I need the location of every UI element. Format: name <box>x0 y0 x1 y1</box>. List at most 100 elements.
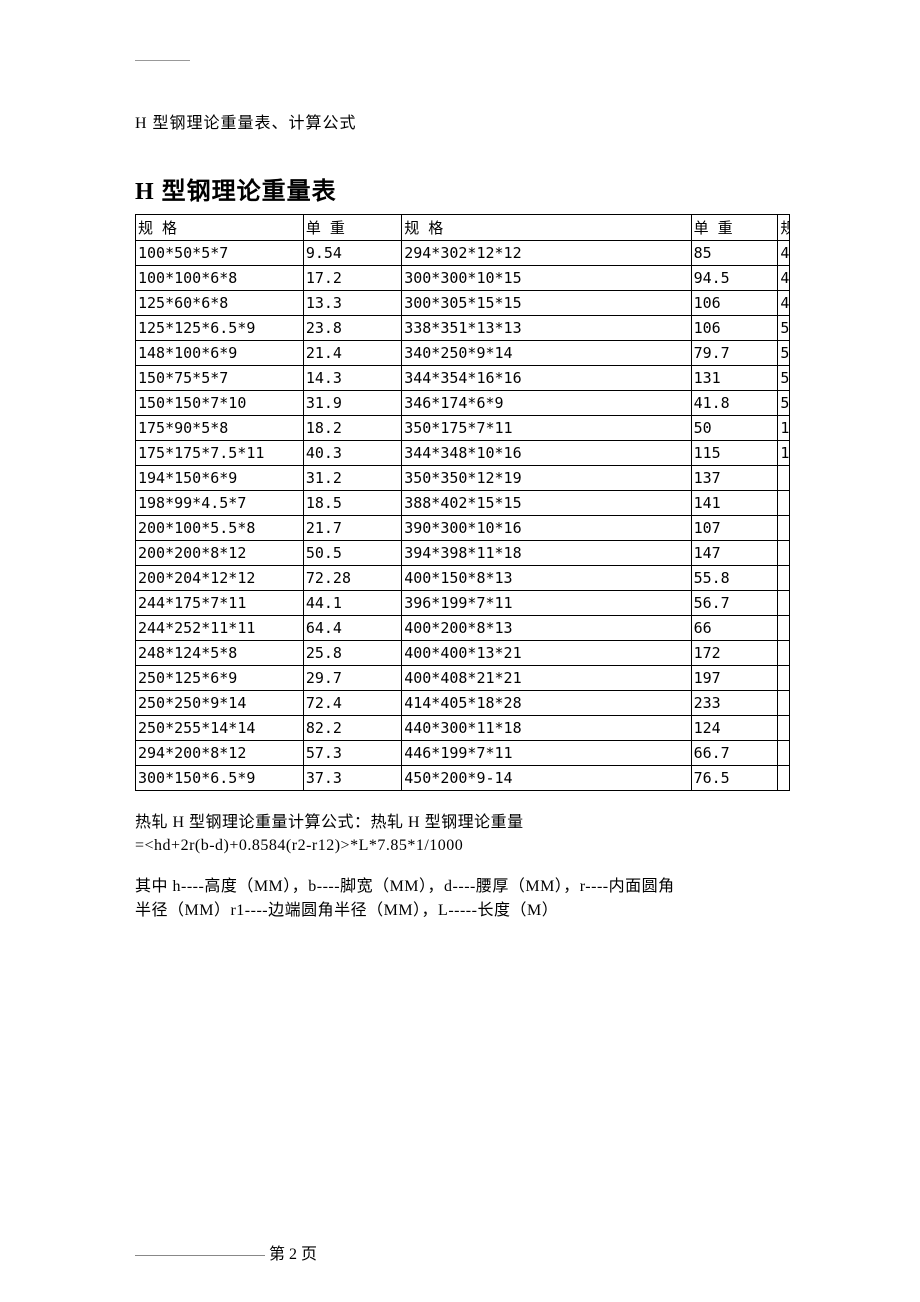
table-cell: 21.4 <box>303 341 401 366</box>
table-cell: 57.3 <box>303 741 401 766</box>
table-cell: 344*354*16*16 <box>402 366 691 391</box>
header-spec1: 规 格 <box>136 215 304 241</box>
table-header-row: 规 格 单 重 规 格 单 重 规 <box>136 215 790 241</box>
table-cell: 388*402*15*15 <box>402 491 691 516</box>
table-row: 198*99*4.5*718.5388*402*15*15141 <box>136 491 790 516</box>
table-cell: 338*351*13*13 <box>402 316 691 341</box>
table-row: 250*255*14*1482.2440*300*11*18124 <box>136 716 790 741</box>
table-row: 100*50*5*79.54294*302*12*12854 <box>136 241 790 266</box>
table-cell: 1 <box>778 416 790 441</box>
table-cell: 9.54 <box>303 241 401 266</box>
table-cell: 147 <box>691 541 778 566</box>
table-cell: 400*150*8*13 <box>402 566 691 591</box>
table-row: 294*200*8*1257.3446*199*7*1166.7 <box>136 741 790 766</box>
table-cell: 300*305*15*15 <box>402 291 691 316</box>
table-row: 125*60*6*813.3300*305*15*151064 <box>136 291 790 316</box>
table-cell: 446*199*7*11 <box>402 741 691 766</box>
table-body: 100*50*5*79.54294*302*12*12854100*100*6*… <box>136 241 790 791</box>
table-cell: 31.9 <box>303 391 401 416</box>
table-cell: 85 <box>691 241 778 266</box>
table-row: 175*175*7.5*1140.3344*348*10*161151 <box>136 441 790 466</box>
table-cell: 175*90*5*8 <box>136 416 304 441</box>
table-cell: 194*150*6*9 <box>136 466 304 491</box>
table-cell: 350*175*7*11 <box>402 416 691 441</box>
table-cell: 233 <box>691 691 778 716</box>
table-cell: 56.7 <box>691 591 778 616</box>
table-cell <box>778 491 790 516</box>
table-cell: 4 <box>778 241 790 266</box>
main-title: H 型钢理论重量表 <box>135 171 790 206</box>
table-cell: 300*300*10*15 <box>402 266 691 291</box>
table-cell: 25.8 <box>303 641 401 666</box>
header-wt2: 单 重 <box>691 215 778 241</box>
table-cell: 244*252*11*11 <box>136 616 304 641</box>
table-row: 175*90*5*818.2350*175*7*11501 <box>136 416 790 441</box>
table-row: 244*175*7*1144.1396*199*7*1156.7 <box>136 591 790 616</box>
table-cell: 72.4 <box>303 691 401 716</box>
table-cell: 82.2 <box>303 716 401 741</box>
table-row: 125*125*6.5*923.8338*351*13*131065 <box>136 316 790 341</box>
table-cell: 31.2 <box>303 466 401 491</box>
table-cell: 248*124*5*8 <box>136 641 304 666</box>
explain-line1: 其中 h----高度（MM），b----脚宽（MM），d----腰厚（MM），r… <box>135 875 785 898</box>
table-cell: 400*408*21*21 <box>402 666 691 691</box>
table-cell: 394*398*11*18 <box>402 541 691 566</box>
table-row: 194*150*6*931.2350*350*12*19137 <box>136 466 790 491</box>
table-cell: 250*125*6*9 <box>136 666 304 691</box>
table-cell: 197 <box>691 666 778 691</box>
table-cell: 106 <box>691 316 778 341</box>
table-cell <box>778 666 790 691</box>
table-cell: 250*255*14*14 <box>136 716 304 741</box>
weight-table: 规 格 单 重 规 格 单 重 规 100*50*5*79.54294*302*… <box>135 214 790 791</box>
table-cell: 137 <box>691 466 778 491</box>
table-row: 200*100*5.5*821.7390*300*10*16107 <box>136 516 790 541</box>
table-cell: 66 <box>691 616 778 641</box>
table-row: 100*100*6*817.2300*300*10*1594.54 <box>136 266 790 291</box>
table-cell: 198*99*4.5*7 <box>136 491 304 516</box>
table-cell: 72.28 <box>303 566 401 591</box>
table-cell: 100*50*5*7 <box>136 241 304 266</box>
table-cell: 4 <box>778 291 790 316</box>
table-cell: 13.3 <box>303 291 401 316</box>
header-wt1: 单 重 <box>303 215 401 241</box>
table-cell: 390*300*10*16 <box>402 516 691 541</box>
table-cell: 200*204*12*12 <box>136 566 304 591</box>
table-cell: 94.5 <box>691 266 778 291</box>
table-cell: 450*200*9-14 <box>402 766 691 791</box>
table-cell <box>778 716 790 741</box>
table-cell: 200*200*8*12 <box>136 541 304 566</box>
table-row: 148*100*6*921.4340*250*9*1479.75 <box>136 341 790 366</box>
table-cell: 66.7 <box>691 741 778 766</box>
table-cell: 131 <box>691 366 778 391</box>
table-cell: 440*300*11*18 <box>402 716 691 741</box>
table-row: 250*250*9*1472.4414*405*18*28233 <box>136 691 790 716</box>
header-rule <box>135 60 190 61</box>
table-row: 250*125*6*929.7400*408*21*21197 <box>136 666 790 691</box>
table-row: 244*252*11*1164.4400*200*8*1366 <box>136 616 790 641</box>
footer-page-number: 第 2 页 <box>269 1246 317 1263</box>
table-cell: 396*199*7*11 <box>402 591 691 616</box>
table-cell: 5 <box>778 316 790 341</box>
table-cell: 17.2 <box>303 266 401 291</box>
table-cell: 1 <box>778 441 790 466</box>
table-cell: 350*350*12*19 <box>402 466 691 491</box>
table-cell: 21.7 <box>303 516 401 541</box>
table-cell <box>778 516 790 541</box>
table-cell: 76.5 <box>691 766 778 791</box>
table-cell: 414*405*18*28 <box>402 691 691 716</box>
table-cell: 124 <box>691 716 778 741</box>
table-cell: 250*250*9*14 <box>136 691 304 716</box>
table-cell: 50 <box>691 416 778 441</box>
table-row: 150*75*5*714.3344*354*16*161315 <box>136 366 790 391</box>
table-cell: 125*125*6.5*9 <box>136 316 304 341</box>
table-cell: 23.8 <box>303 316 401 341</box>
table-cell <box>778 466 790 491</box>
table-cell: 125*60*6*8 <box>136 291 304 316</box>
table-cell <box>778 741 790 766</box>
table-cell: 175*175*7.5*11 <box>136 441 304 466</box>
table-cell: 200*100*5.5*8 <box>136 516 304 541</box>
table-cell: 64.4 <box>303 616 401 641</box>
header-spec2: 规 格 <box>402 215 691 241</box>
table-row: 200*204*12*1272.28400*150*8*1355.8 <box>136 566 790 591</box>
table-cell: 44.1 <box>303 591 401 616</box>
